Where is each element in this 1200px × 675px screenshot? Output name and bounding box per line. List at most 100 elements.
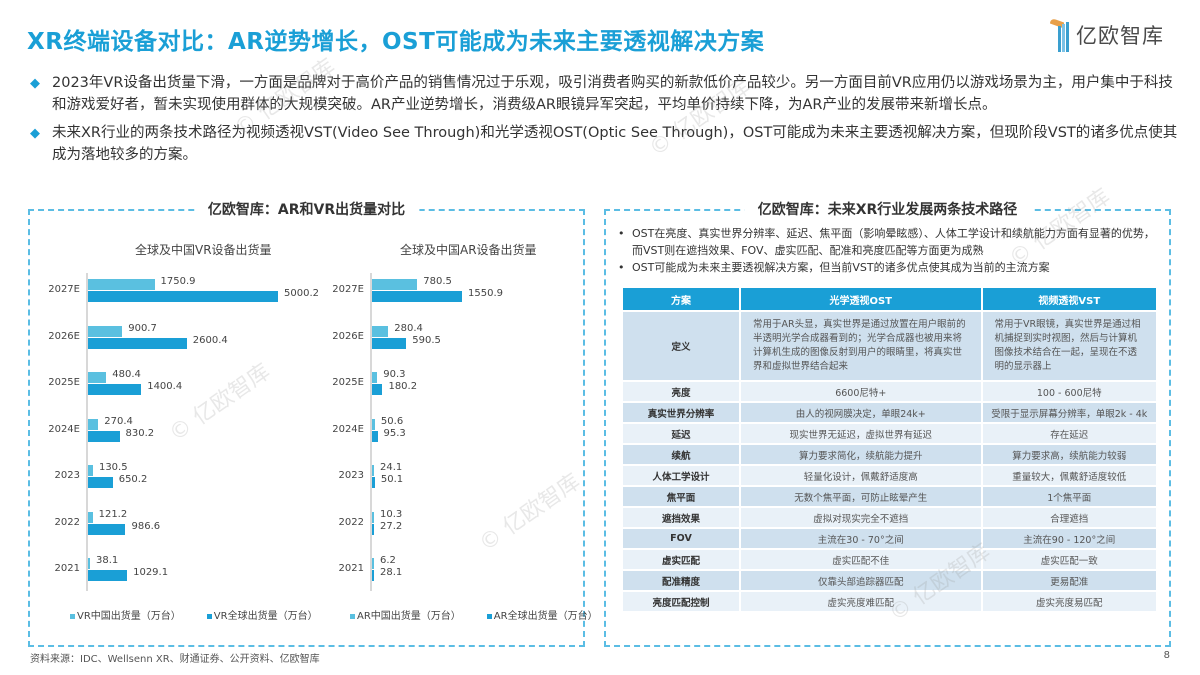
china-bar — [372, 511, 374, 523]
header-vst: 视频透视VST — [980, 286, 1159, 312]
ost-cell: 现实世界无延迟，虚拟世界有延迟 — [739, 422, 983, 445]
data-label: 28.1 — [380, 567, 403, 578]
data-label: 480.4 — [112, 369, 141, 380]
table-row: 真实世界分辨率 由人的视网膜决定，单眼24k+ 受限于显示屏幕分辨率，单眼2k - … — [621, 401, 1159, 424]
category-label: 2021 — [338, 563, 364, 574]
tech-bullet: • OST可能成为未来主要透视解决方案，但当前VST的诸多优点使其成为当前的主流方… — [618, 261, 1050, 274]
data-label: 590.5 — [412, 334, 441, 346]
table-row: 续航 算力要求简化，续航能力提升 算力要求高，续航能力较弱 — [621, 443, 1159, 466]
global-bar — [372, 430, 378, 442]
data-label: 130.5 — [98, 462, 128, 473]
source-note: 资料来源：IDC、Wellsenn XR、财通证券、公开资料、亿欧智库 — [30, 654, 320, 665]
global-bar — [88, 430, 120, 442]
data-label: 780.5 — [423, 276, 452, 287]
category-label: 2025E — [332, 377, 364, 388]
vst-cell: 常用于VR眼镜，真实世界是通过相机捕捉到实时视图，然后与计算机图像技术结合在一起… — [980, 310, 1159, 382]
row-label: 遮挡效果 — [621, 506, 741, 529]
ost-cell: 6600尼特+ — [739, 380, 983, 403]
global-bar — [88, 291, 278, 302]
ost-vst-comparison-table: 方案 光学透视OST 视频透视VST 定义 常用于AR头显，真实世界是通过放置在用… — [621, 286, 1159, 613]
category-label: 2022 — [54, 516, 80, 528]
logo-icon — [1050, 17, 1072, 52]
ost-cell: 算力要求简化，续航能力提升 — [739, 443, 983, 466]
global-bar — [88, 477, 113, 488]
row-label: 亮度 — [621, 380, 741, 403]
data-label: 24.1 — [380, 462, 403, 473]
china-bar — [372, 465, 374, 476]
category-label: 2022 — [338, 516, 364, 528]
vst-cell: 主流在90 - 120°之间 — [980, 527, 1159, 550]
ost-cell: 虚实匹配不佳 — [739, 548, 983, 571]
panel-title: 亿欧智库：未来XR行业发展两条技术路径 — [743, 199, 1032, 219]
legend-swatch-icon — [206, 613, 212, 619]
category-label: 2027E — [48, 284, 80, 295]
data-label: 38.1 — [96, 555, 119, 566]
row-label: 续航 — [621, 443, 741, 466]
vst-cell: 合理遮挡 — [980, 506, 1159, 529]
data-label: 650.2 — [118, 474, 148, 485]
global-bar — [372, 523, 374, 535]
vst-cell: 虚实匹配一致 — [980, 548, 1159, 571]
vst-cell: 存在延迟 — [980, 422, 1159, 445]
shipment-comparison-panel: 亿欧智库：AR和VR出货量对比 全球及中国VR设备出货量 2027E 1750.9… — [28, 199, 598, 647]
china-bar — [372, 325, 389, 337]
data-label: 50.1 — [380, 474, 404, 485]
chart-legend: VR中国出货量（万台） VR全球出货量（万台） — [70, 607, 318, 622]
data-label: 1400.4 — [147, 381, 183, 392]
page-title: XR终端设备对比：AR逆势增长，OST可能成为未来主要透视解决方案 — [27, 29, 765, 55]
legend-swatch-icon — [486, 613, 492, 619]
row-label: 亮度匹配控制 — [621, 590, 741, 613]
row-label: 虚实匹配 — [621, 548, 741, 571]
category-label: 2024E — [332, 423, 364, 435]
global-bar — [372, 291, 462, 302]
data-label: 5000.2 — [284, 288, 319, 299]
china-bar — [88, 372, 107, 383]
global-bar — [372, 570, 374, 581]
ost-cell: 无数个焦平面，可防止眩晕产生 — [739, 485, 983, 508]
category-label: 2025E — [48, 377, 80, 388]
category-label: 2024E — [48, 423, 80, 435]
vst-cell: 1个焦平面 — [980, 485, 1159, 508]
chart-title: 全球及中国VR设备出货量 — [135, 243, 272, 257]
ost-cell: 由人的视网膜决定，单眼24k+ — [739, 401, 983, 424]
data-label: 830.2 — [125, 427, 155, 439]
data-label: 90.3 — [383, 369, 406, 380]
category-label: 2021 — [54, 563, 80, 574]
table-row: 人体工学设计 轻量化设计，佩戴舒适度高 重量较大，佩戴舒适度较低 — [621, 464, 1159, 487]
logo-text: 亿欧智库 — [1076, 24, 1164, 48]
tech-bullet: • OST在亮度、真实世界分辨率、延迟、焦平面（影响晕眩感）、人体工学设计和续航能… — [618, 227, 1155, 257]
data-label: 180.2 — [388, 381, 418, 392]
row-label: 配准精度 — [621, 569, 741, 592]
brand-logo: 亿欧智库 — [1050, 17, 1164, 52]
table-header-row: 方案 光学透视OST 视频透视VST — [621, 286, 1159, 312]
ost-cell: 轻量化设计，佩戴舒适度高 — [739, 464, 983, 487]
header-ost: 光学透视OST — [739, 286, 983, 312]
y-axis-line — [86, 273, 88, 591]
category-label: 2023 — [54, 470, 80, 481]
data-label: 1550.9 — [468, 288, 503, 299]
table-row: 焦平面 无数个焦平面，可防止眩晕产生 1个焦平面 — [621, 485, 1159, 508]
china-bar — [88, 511, 93, 523]
ost-cell: 仅靠头部追踪器匹配 — [739, 569, 983, 592]
y-axis-line — [370, 273, 372, 591]
table-row: 配准精度 仅靠头部追踪器匹配 更易配准 — [621, 569, 1159, 592]
legend-swatch-icon — [350, 613, 355, 619]
vst-cell: 更易配准 — [980, 569, 1159, 592]
ost-cell: 常用于AR头显，真实世界是通过放置在用户眼前的半透明光学合成器看到的；光学合成器… — [739, 310, 983, 382]
legend-item: VR中国出货量（万台） — [70, 607, 181, 622]
data-label: 27.2 — [380, 520, 403, 532]
global-bar — [88, 384, 142, 395]
diamond-bullet-icon: ◆ — [30, 126, 40, 141]
data-label: 50.6 — [380, 415, 404, 427]
table-row: 虚实匹配 虚实匹配不佳 虚实匹配一致 — [621, 548, 1159, 571]
data-label: 1750.9 — [160, 276, 196, 287]
vr-shipment-chart: 全球及中国VR设备出货量 2027E 1750.9 5000.2 2026E 900.7… — [30, 233, 330, 633]
legend-item: AR中国出货量（万台） — [350, 607, 461, 622]
category-label: 2027E — [332, 284, 364, 295]
china-bar — [88, 558, 90, 569]
data-label: 270.4 — [104, 415, 133, 427]
table-row: FOV 主流在30 - 70°之间 主流在90 - 120°之间 — [621, 527, 1159, 550]
row-label: FOV — [621, 527, 741, 550]
tech-path-panel: 亿欧智库：未来XR行业发展两条技术路径 • OST在亮度、真实世界分辨率、延迟、焦… — [604, 199, 1171, 647]
data-label: 121.2 — [98, 508, 128, 520]
